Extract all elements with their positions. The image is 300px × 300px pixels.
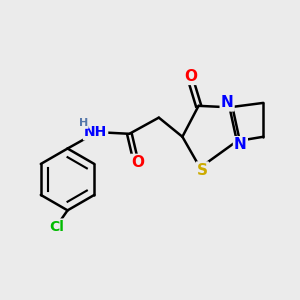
Text: N: N bbox=[234, 137, 247, 152]
Text: S: S bbox=[197, 163, 208, 178]
Text: N: N bbox=[221, 95, 233, 110]
Text: Cl: Cl bbox=[49, 220, 64, 234]
Text: NH: NH bbox=[84, 125, 107, 139]
Text: H: H bbox=[79, 118, 88, 128]
Text: O: O bbox=[131, 155, 144, 170]
Text: O: O bbox=[184, 69, 197, 84]
